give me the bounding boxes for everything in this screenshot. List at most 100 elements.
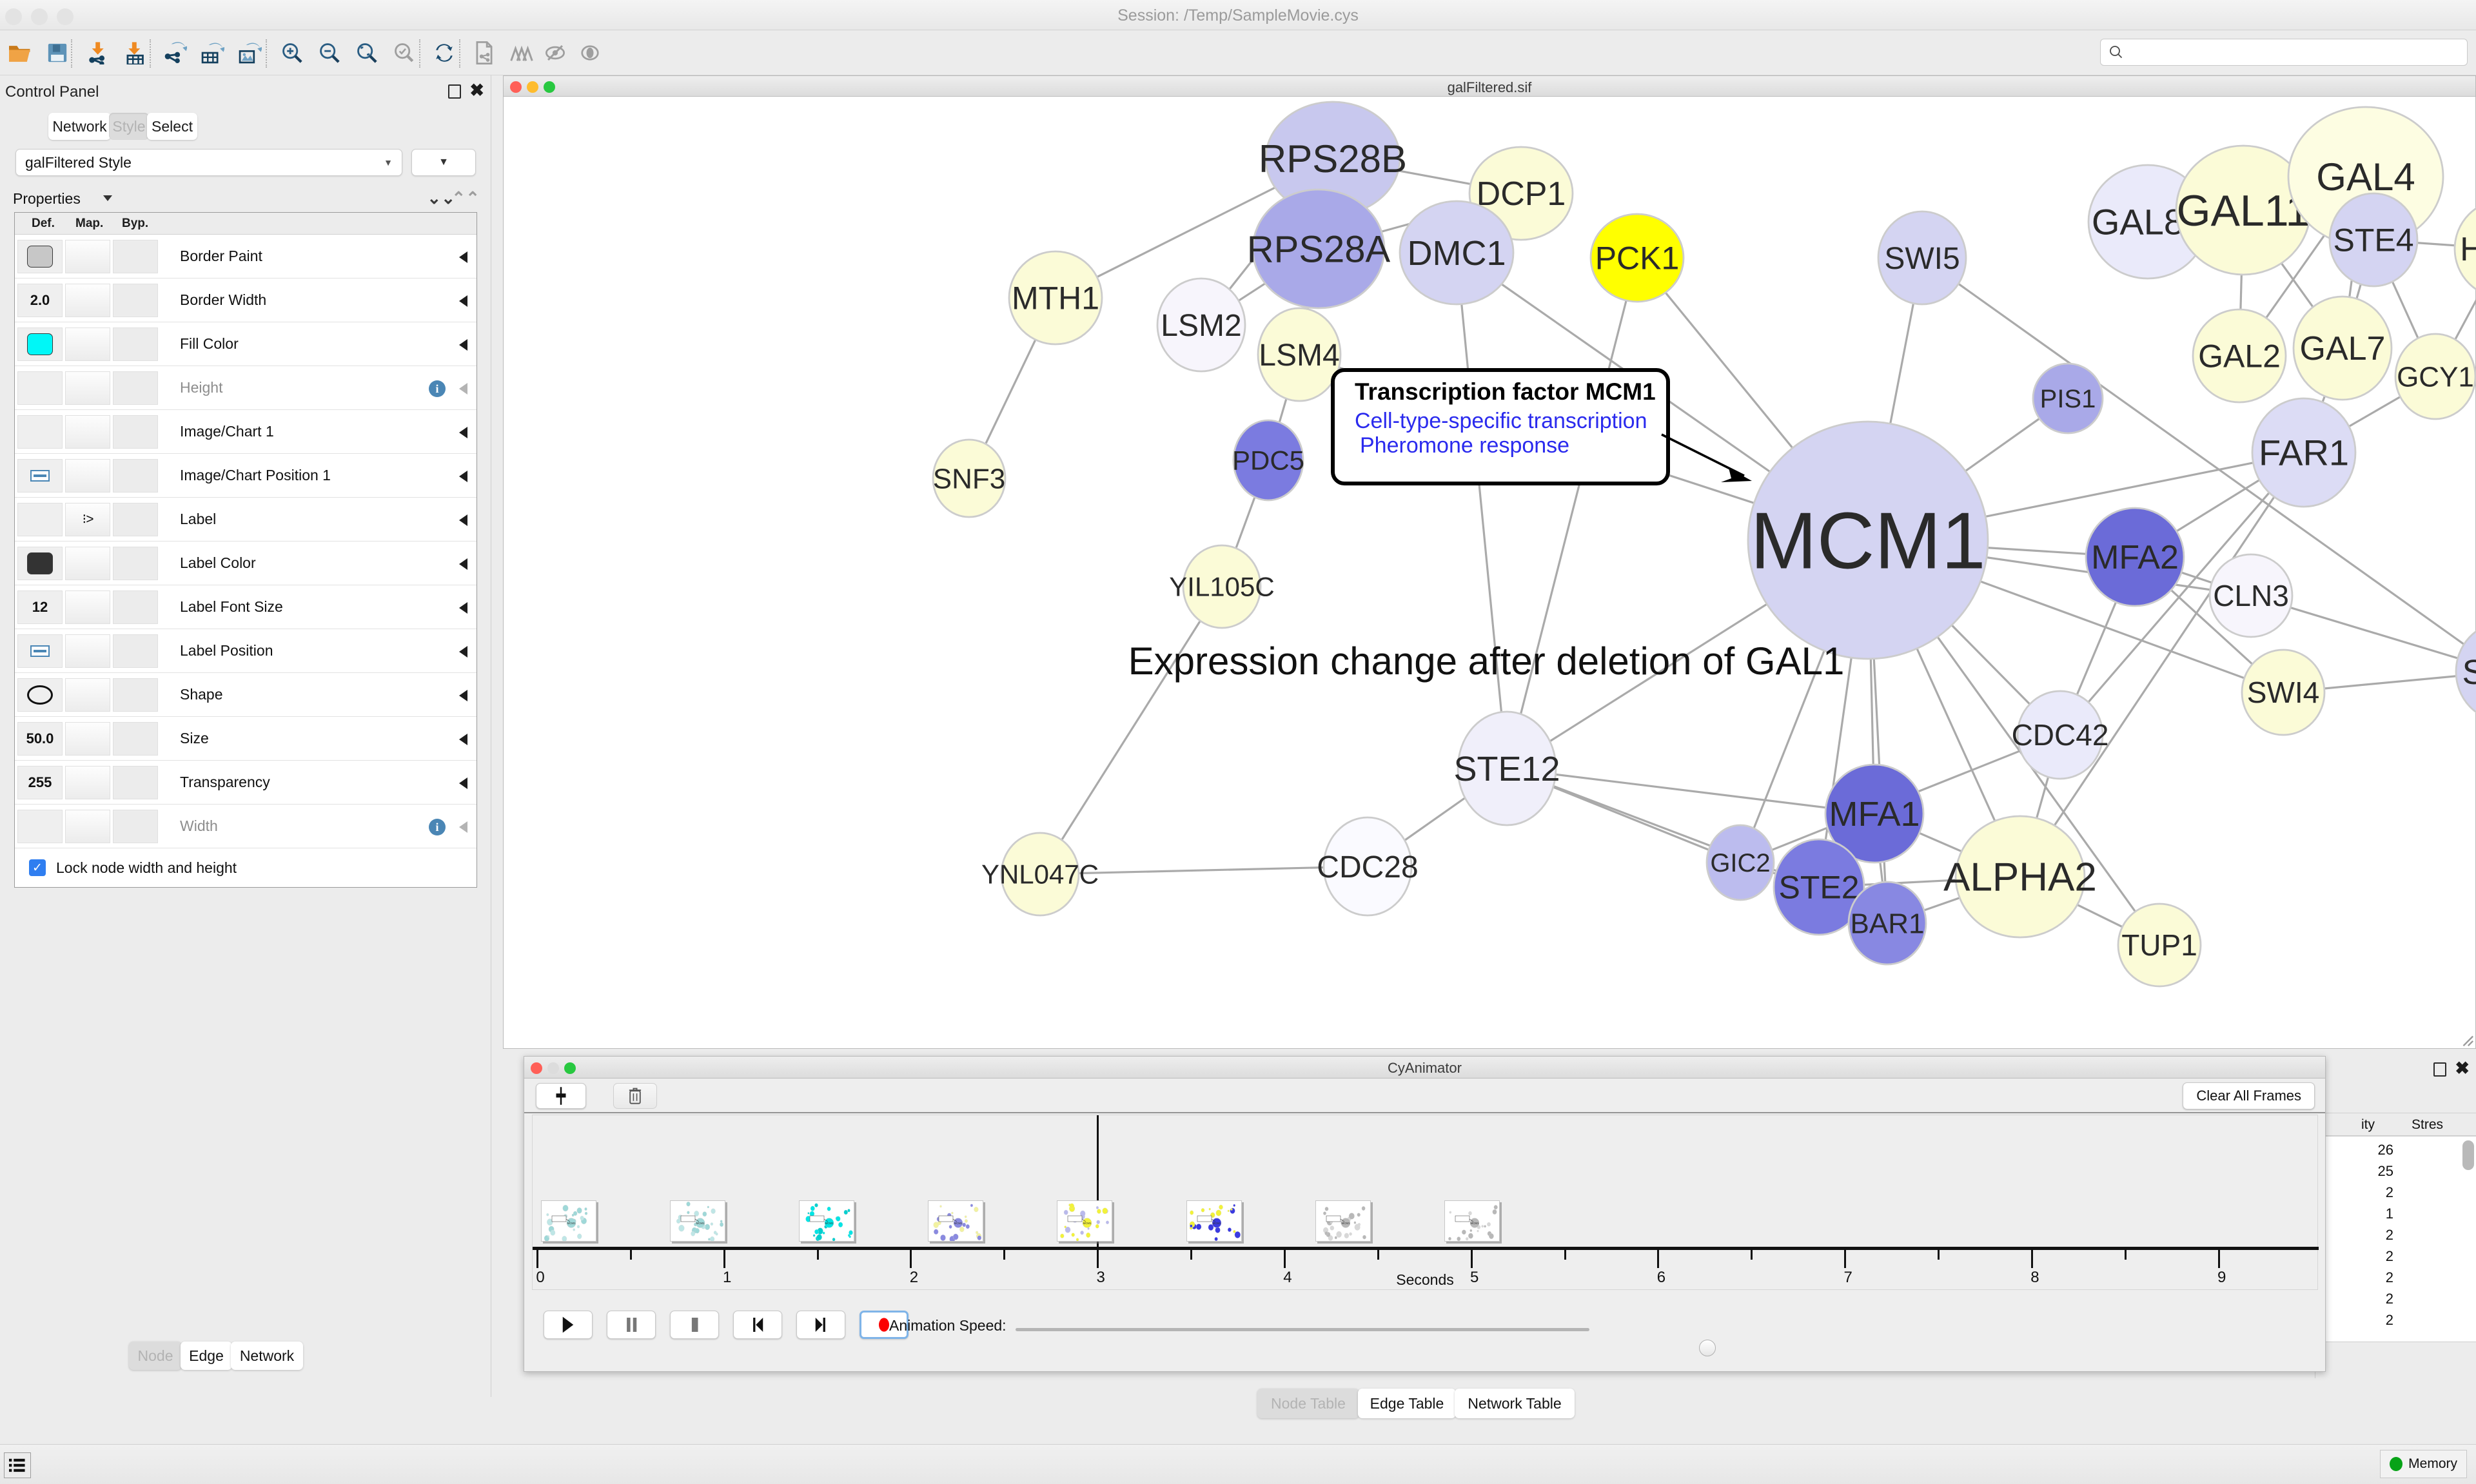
property-bypass-cell[interactable] <box>113 590 158 624</box>
node-ellipse[interactable] <box>932 438 1007 518</box>
float-table-panel-icon[interactable] <box>2433 1062 2446 1077</box>
timeline-frame[interactable]: MCM1 <box>798 1200 854 1242</box>
network-edge[interactable] <box>1455 252 1508 769</box>
property-bypass-cell[interactable] <box>113 721 158 756</box>
zoom-fit-icon[interactable] <box>352 38 382 68</box>
network-node[interactable]: FAR1 <box>2251 397 2357 508</box>
property-default-cell[interactable] <box>17 809 63 843</box>
property-row[interactable]: Label Color <box>15 542 477 585</box>
property-default-cell[interactable]: 2.0 <box>17 283 63 317</box>
record-button[interactable] <box>860 1311 909 1339</box>
network-node[interactable]: DMC1 <box>1399 200 1515 306</box>
search-box[interactable] <box>2100 39 2468 66</box>
node-ellipse[interactable] <box>2085 507 2185 607</box>
cyanimator-zoom-button[interactable] <box>564 1062 576 1074</box>
network-zoom-button[interactable] <box>544 81 555 93</box>
property-mapping-cell[interactable] <box>65 458 110 493</box>
network-edge[interactable] <box>2019 452 2305 877</box>
clear-all-frames-button[interactable]: Clear All Frames <box>2183 1082 2315 1109</box>
network-edge[interactable] <box>1506 767 1875 815</box>
network-node[interactable]: GCY1 <box>2394 333 2476 420</box>
export-network-icon[interactable] <box>160 38 190 68</box>
property-bypass-cell[interactable] <box>113 678 158 712</box>
expand-property-arrow-icon[interactable] <box>459 821 467 833</box>
property-default-cell[interactable] <box>17 239 63 273</box>
table-cell[interactable]: 25 <box>2377 1163 2393 1179</box>
lock-checkbox[interactable]: ✓ <box>29 859 46 876</box>
property-bypass-cell[interactable] <box>113 371 158 405</box>
node-ellipse[interactable] <box>2117 903 2202 988</box>
property-bypass-cell[interactable] <box>113 239 158 273</box>
node-ellipse[interactable] <box>2455 623 2476 721</box>
tab-network-table[interactable]: Network Table <box>1455 1389 1575 1418</box>
property-row[interactable]: Border Paint <box>15 235 477 278</box>
network-node[interactable]: STE12 <box>1453 710 1560 826</box>
node-ellipse[interactable] <box>2292 295 2393 401</box>
property-mapping-cell[interactable] <box>65 283 110 317</box>
table-cell[interactable]: 1 <box>2385 1206 2393 1222</box>
property-bypass-cell[interactable] <box>113 546 158 580</box>
property-mapping-cell[interactable] <box>65 327 110 361</box>
timeline-playhead[interactable] <box>1097 1115 1099 1247</box>
property-mapping-cell[interactable]: ⁝> <box>65 502 110 536</box>
network-node[interactable]: RPS28B <box>1259 101 1407 217</box>
table-cell[interactable]: 2 <box>2385 1312 2393 1328</box>
expand-property-arrow-icon[interactable] <box>459 427 467 438</box>
animation-timeline[interactable]: MCM1 MCM1 MCM1 MCM1 MCM1 MCM1 MCM1 MCM1 0 1 2 3 4 5 6… <box>532 1115 2319 1290</box>
property-row[interactable]: 2.0 Border Width <box>15 278 477 322</box>
style-menu-button[interactable]: ▼ <box>411 149 476 176</box>
export-table-icon[interactable] <box>197 38 227 68</box>
expand-property-arrow-icon[interactable] <box>459 251 467 263</box>
network-node[interactable]: CLN3 <box>2208 553 2294 638</box>
property-default-cell[interactable] <box>17 634 63 668</box>
timeline-frame[interactable]: MCM1 <box>1186 1200 1242 1242</box>
node-ellipse[interactable] <box>2394 333 2476 420</box>
network-node[interactable]: MFA2 <box>2085 507 2185 607</box>
play-button[interactable] <box>544 1311 593 1339</box>
expand-all-icon[interactable]: ⌄⌄ <box>427 188 455 208</box>
node-ellipse[interactable] <box>1705 824 1775 901</box>
timeline-frame[interactable]: MCM1 <box>669 1200 725 1242</box>
node-ellipse[interactable] <box>1589 213 1685 303</box>
add-frame-button[interactable] <box>536 1083 586 1109</box>
property-bypass-cell[interactable] <box>113 415 158 449</box>
property-mapping-cell[interactable] <box>65 809 110 843</box>
network-edge[interactable] <box>1039 586 1223 875</box>
table-cell[interactable]: 26 <box>2377 1142 2393 1158</box>
position-icon[interactable] <box>30 469 50 482</box>
property-default-cell[interactable] <box>17 502 63 536</box>
network-node[interactable]: MFA1 <box>1824 763 1925 864</box>
network-node[interactable]: STE4 <box>2328 192 2419 288</box>
node-ellipse[interactable] <box>1824 763 1925 864</box>
tab-node[interactable]: Node <box>129 1342 182 1370</box>
property-bypass-cell[interactable] <box>113 634 158 668</box>
property-mapping-cell[interactable] <box>65 546 110 580</box>
animation-speed-slider[interactable] <box>1016 1328 1716 1356</box>
network-node[interactable]: GAL7 <box>2292 295 2393 401</box>
window-minimize-button[interactable] <box>31 8 48 25</box>
info-icon[interactable]: i <box>429 819 446 835</box>
ellipse-shape-icon[interactable] <box>27 685 53 705</box>
expand-property-arrow-icon[interactable] <box>459 339 467 351</box>
zoom-out-icon[interactable] <box>315 38 344 68</box>
node-ellipse[interactable] <box>1232 419 1304 502</box>
property-bypass-cell[interactable] <box>113 327 158 361</box>
table-cell[interactable]: 2 <box>2385 1227 2393 1243</box>
property-mapping-cell[interactable] <box>65 415 110 449</box>
skip-end-button[interactable] <box>796 1311 845 1339</box>
timeline-frame[interactable]: MCM1 <box>1315 1200 1371 1242</box>
window-zoom-button[interactable] <box>57 8 74 25</box>
zoom-selected-icon[interactable] <box>389 38 419 68</box>
tab-edge[interactable]: Edge <box>181 1342 232 1370</box>
property-default-cell[interactable]: 12 <box>17 590 63 624</box>
property-default-cell[interactable] <box>17 415 63 449</box>
memory-status-button[interactable]: Memory <box>2380 1450 2467 1478</box>
pause-button[interactable] <box>607 1311 656 1339</box>
search-input[interactable] <box>2124 40 2453 64</box>
node-ellipse[interactable] <box>2032 362 2104 434</box>
task-list-icon[interactable] <box>4 1452 31 1478</box>
info-icon[interactable]: i <box>429 380 446 397</box>
property-bypass-cell[interactable] <box>113 809 158 843</box>
property-bypass-cell[interactable] <box>113 502 158 536</box>
expand-property-arrow-icon[interactable] <box>459 646 467 658</box>
